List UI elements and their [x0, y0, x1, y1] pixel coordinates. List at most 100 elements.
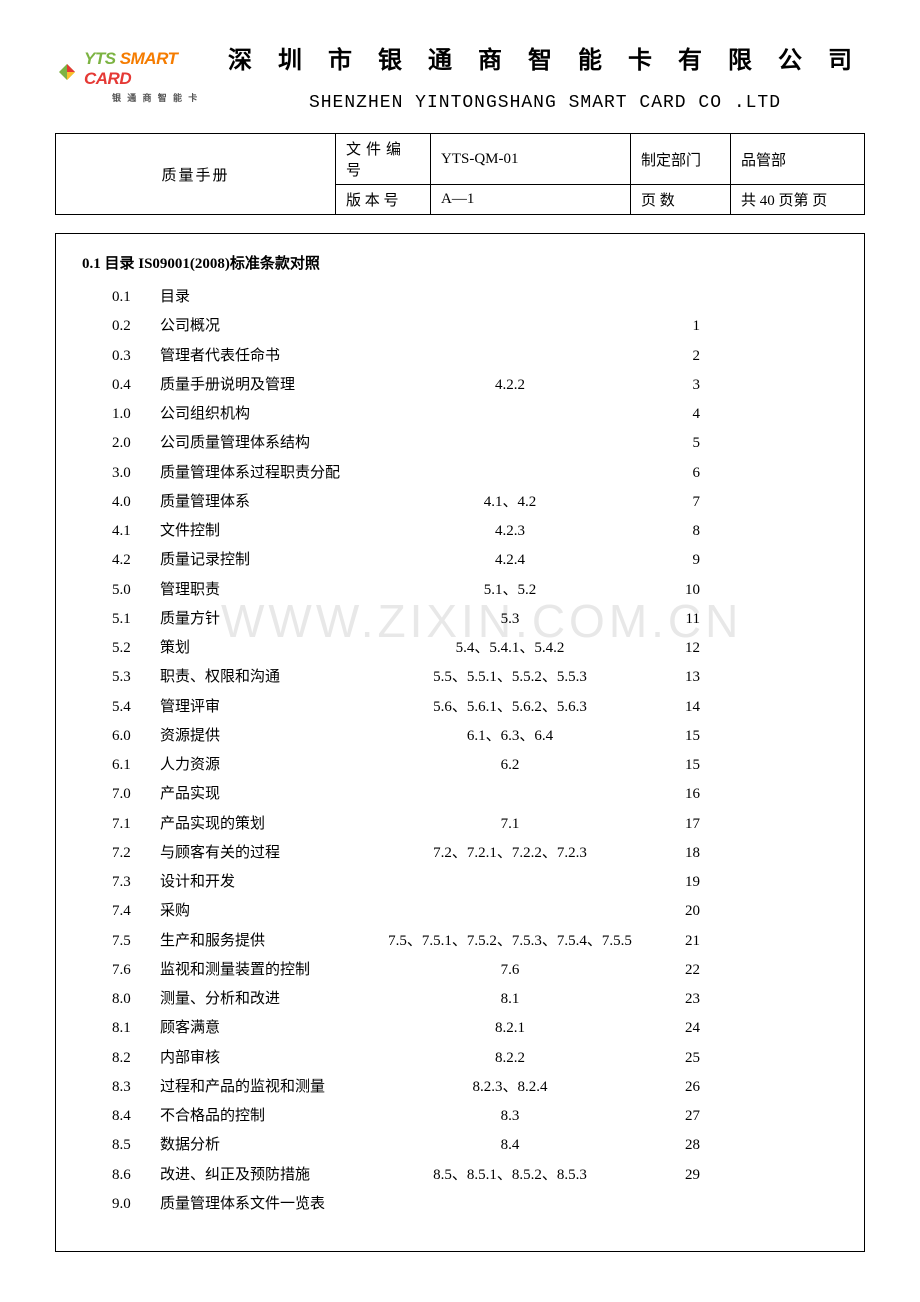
toc-row: 3.0质量管理体系过程职责分配6: [64, 459, 856, 488]
toc-label: 质量方针: [160, 605, 370, 634]
toc-label: 产品实现的策划: [160, 810, 370, 839]
toc-label: 质量管理体系: [160, 488, 370, 517]
logo-text: YTS SMART CARD: [84, 49, 225, 89]
toc-reference: 8.5、8.5.1、8.5.2、8.5.3: [370, 1161, 650, 1190]
toc-num: 2.0: [112, 429, 160, 458]
toc-num: 7.2: [112, 839, 160, 868]
toc-page: [650, 1190, 700, 1219]
toc-reference: [370, 868, 650, 897]
toc-label: 不合格品的控制: [160, 1102, 370, 1131]
company-name-cn: 深 圳 市 银 通 商 智 能 卡 有 限 公 司: [225, 40, 865, 75]
toc-label: 人力资源: [160, 751, 370, 780]
toc-reference: 5.4、5.4.1、5.4.2: [370, 634, 650, 663]
toc-num: 0.3: [112, 342, 160, 371]
toc-row: 5.3职责、权限和沟通5.5、5.5.1、5.5.2、5.5.313: [64, 663, 856, 692]
toc-label: 与顾客有关的过程: [160, 839, 370, 868]
toc-row: 8.5数据分析8.428: [64, 1131, 856, 1160]
dept-value: 品管部: [731, 134, 865, 185]
toc-num: 6.0: [112, 722, 160, 751]
toc-num: 5.2: [112, 634, 160, 663]
toc-page: 29: [650, 1161, 700, 1190]
toc-reference: 8.3: [370, 1102, 650, 1131]
toc-label: 测量、分析和改进: [160, 985, 370, 1014]
toc-page: 19: [650, 868, 700, 897]
toc-label: 管理评审: [160, 693, 370, 722]
toc-num: 7.0: [112, 780, 160, 809]
toc-label: 公司概况: [160, 312, 370, 341]
toc-label: 内部审核: [160, 1044, 370, 1073]
toc-reference: 4.2.3: [370, 517, 650, 546]
toc-page: 4: [650, 400, 700, 429]
toc-page: 8: [650, 517, 700, 546]
toc-page: 10: [650, 576, 700, 605]
toc-page: 9: [650, 546, 700, 575]
toc-reference: 8.2.1: [370, 1014, 650, 1043]
toc-reference: [370, 897, 650, 926]
toc-reference: [370, 1190, 650, 1219]
toc-page: 22: [650, 956, 700, 985]
toc-reference: 8.2.3、8.2.4: [370, 1073, 650, 1102]
toc-row: 8.0测量、分析和改进8.123: [64, 985, 856, 1014]
toc-page: 27: [650, 1102, 700, 1131]
toc-page: 20: [650, 897, 700, 926]
toc-page: 16: [650, 780, 700, 809]
toc-num: 8.1: [112, 1014, 160, 1043]
toc-reference: 7.1: [370, 810, 650, 839]
toc-row: 6.1人力资源6.215: [64, 751, 856, 780]
toc-page: [650, 283, 700, 312]
toc-num: 7.3: [112, 868, 160, 897]
toc-row: 0.1目录: [64, 283, 856, 312]
toc-num: 9.0: [112, 1190, 160, 1219]
toc-num: 6.1: [112, 751, 160, 780]
toc-label: 产品实现: [160, 780, 370, 809]
content-body: 0.1 目录 IS09001(2008)标准条款对照 WWW.ZIXIN.COM…: [55, 233, 865, 1252]
toc-num: 8.2: [112, 1044, 160, 1073]
toc-page: 11: [650, 605, 700, 634]
toc-num: 7.1: [112, 810, 160, 839]
toc-row: 5.1质量方针5.311: [64, 605, 856, 634]
logo-diamond-icon: [55, 62, 79, 91]
toc-num: 3.0: [112, 459, 160, 488]
toc-reference: [370, 459, 650, 488]
toc-label: 质量记录控制: [160, 546, 370, 575]
toc-label: 文件控制: [160, 517, 370, 546]
toc-reference: [370, 312, 650, 341]
toc-num: 8.3: [112, 1073, 160, 1102]
toc-page: 7: [650, 488, 700, 517]
toc-page: 15: [650, 722, 700, 751]
toc-page: 2: [650, 342, 700, 371]
toc-page: 23: [650, 985, 700, 1014]
toc-reference: 5.5、5.5.1、5.5.2、5.5.3: [370, 663, 650, 692]
toc-reference: 8.2.2: [370, 1044, 650, 1073]
toc-row: 7.5生产和服务提供7.5、7.5.1、7.5.2、7.5.3、7.5.4、7.…: [64, 927, 856, 956]
toc-reference: 7.5、7.5.1、7.5.2、7.5.3、7.5.4、7.5.5: [370, 927, 650, 956]
toc-reference: 8.4: [370, 1131, 650, 1160]
toc-row: 7.3设计和开发19: [64, 868, 856, 897]
dept-label: 制定部门: [631, 134, 731, 185]
toc-row: 2.0公司质量管理体系结构5: [64, 429, 856, 458]
toc-num: 5.0: [112, 576, 160, 605]
toc-num: 5.3: [112, 663, 160, 692]
toc-page: 12: [650, 634, 700, 663]
toc-row: 0.3管理者代表任命书2: [64, 342, 856, 371]
toc-label: 监视和测量装置的控制: [160, 956, 370, 985]
toc-reference: [370, 780, 650, 809]
toc-page: 6: [650, 459, 700, 488]
toc-reference: 8.1: [370, 985, 650, 1014]
toc-row: 4.0质量管理体系4.1、4.27: [64, 488, 856, 517]
toc-page: 18: [650, 839, 700, 868]
toc-reference: 5.6、5.6.1、5.6.2、5.6.3: [370, 693, 650, 722]
toc-row: 5.0管理职责5.1、5.210: [64, 576, 856, 605]
toc-label: 公司质量管理体系结构: [160, 429, 370, 458]
toc-label: 质量手册说明及管理: [160, 371, 370, 400]
toc-num: 4.1: [112, 517, 160, 546]
toc-num: 7.6: [112, 956, 160, 985]
doc-no-value: YTS-QM-01: [431, 134, 631, 185]
toc-row: 7.2与顾客有关的过程7.2、7.2.1、7.2.2、7.2.318: [64, 839, 856, 868]
toc-num: 1.0: [112, 400, 160, 429]
company-logo: YTS SMART CARD 银 通 商 智 能 卡: [55, 49, 225, 104]
toc-label: 改进、纠正及预防措施: [160, 1161, 370, 1190]
logo-subtext: 银 通 商 智 能 卡: [112, 91, 225, 104]
toc-label: 采购: [160, 897, 370, 926]
toc-page: 28: [650, 1131, 700, 1160]
